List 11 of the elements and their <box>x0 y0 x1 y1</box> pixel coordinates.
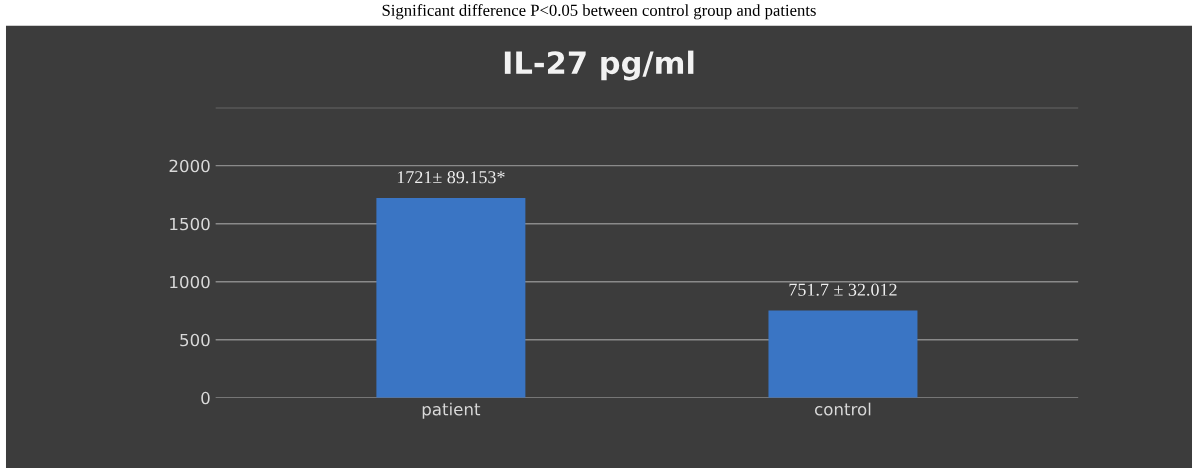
y-tick-label: 500 <box>180 333 210 347</box>
chart-title: IL-27 pg/ml <box>504 50 694 81</box>
y-tick-label: 0 <box>201 391 210 405</box>
y-tick-label: 2000 <box>169 159 210 173</box>
data-label: 1721± 89.153* <box>397 171 505 184</box>
x-tick-label: patient <box>422 402 481 419</box>
x-tick-label: control <box>814 402 871 416</box>
y-tick-label: 1500 <box>170 217 210 231</box>
y-tick-label: 1000 <box>170 275 210 289</box>
text: Significant difference P<0.05 between control group and patients <box>382 4 816 20</box>
data-label: 751.7 ± 32.012 <box>789 283 897 296</box>
